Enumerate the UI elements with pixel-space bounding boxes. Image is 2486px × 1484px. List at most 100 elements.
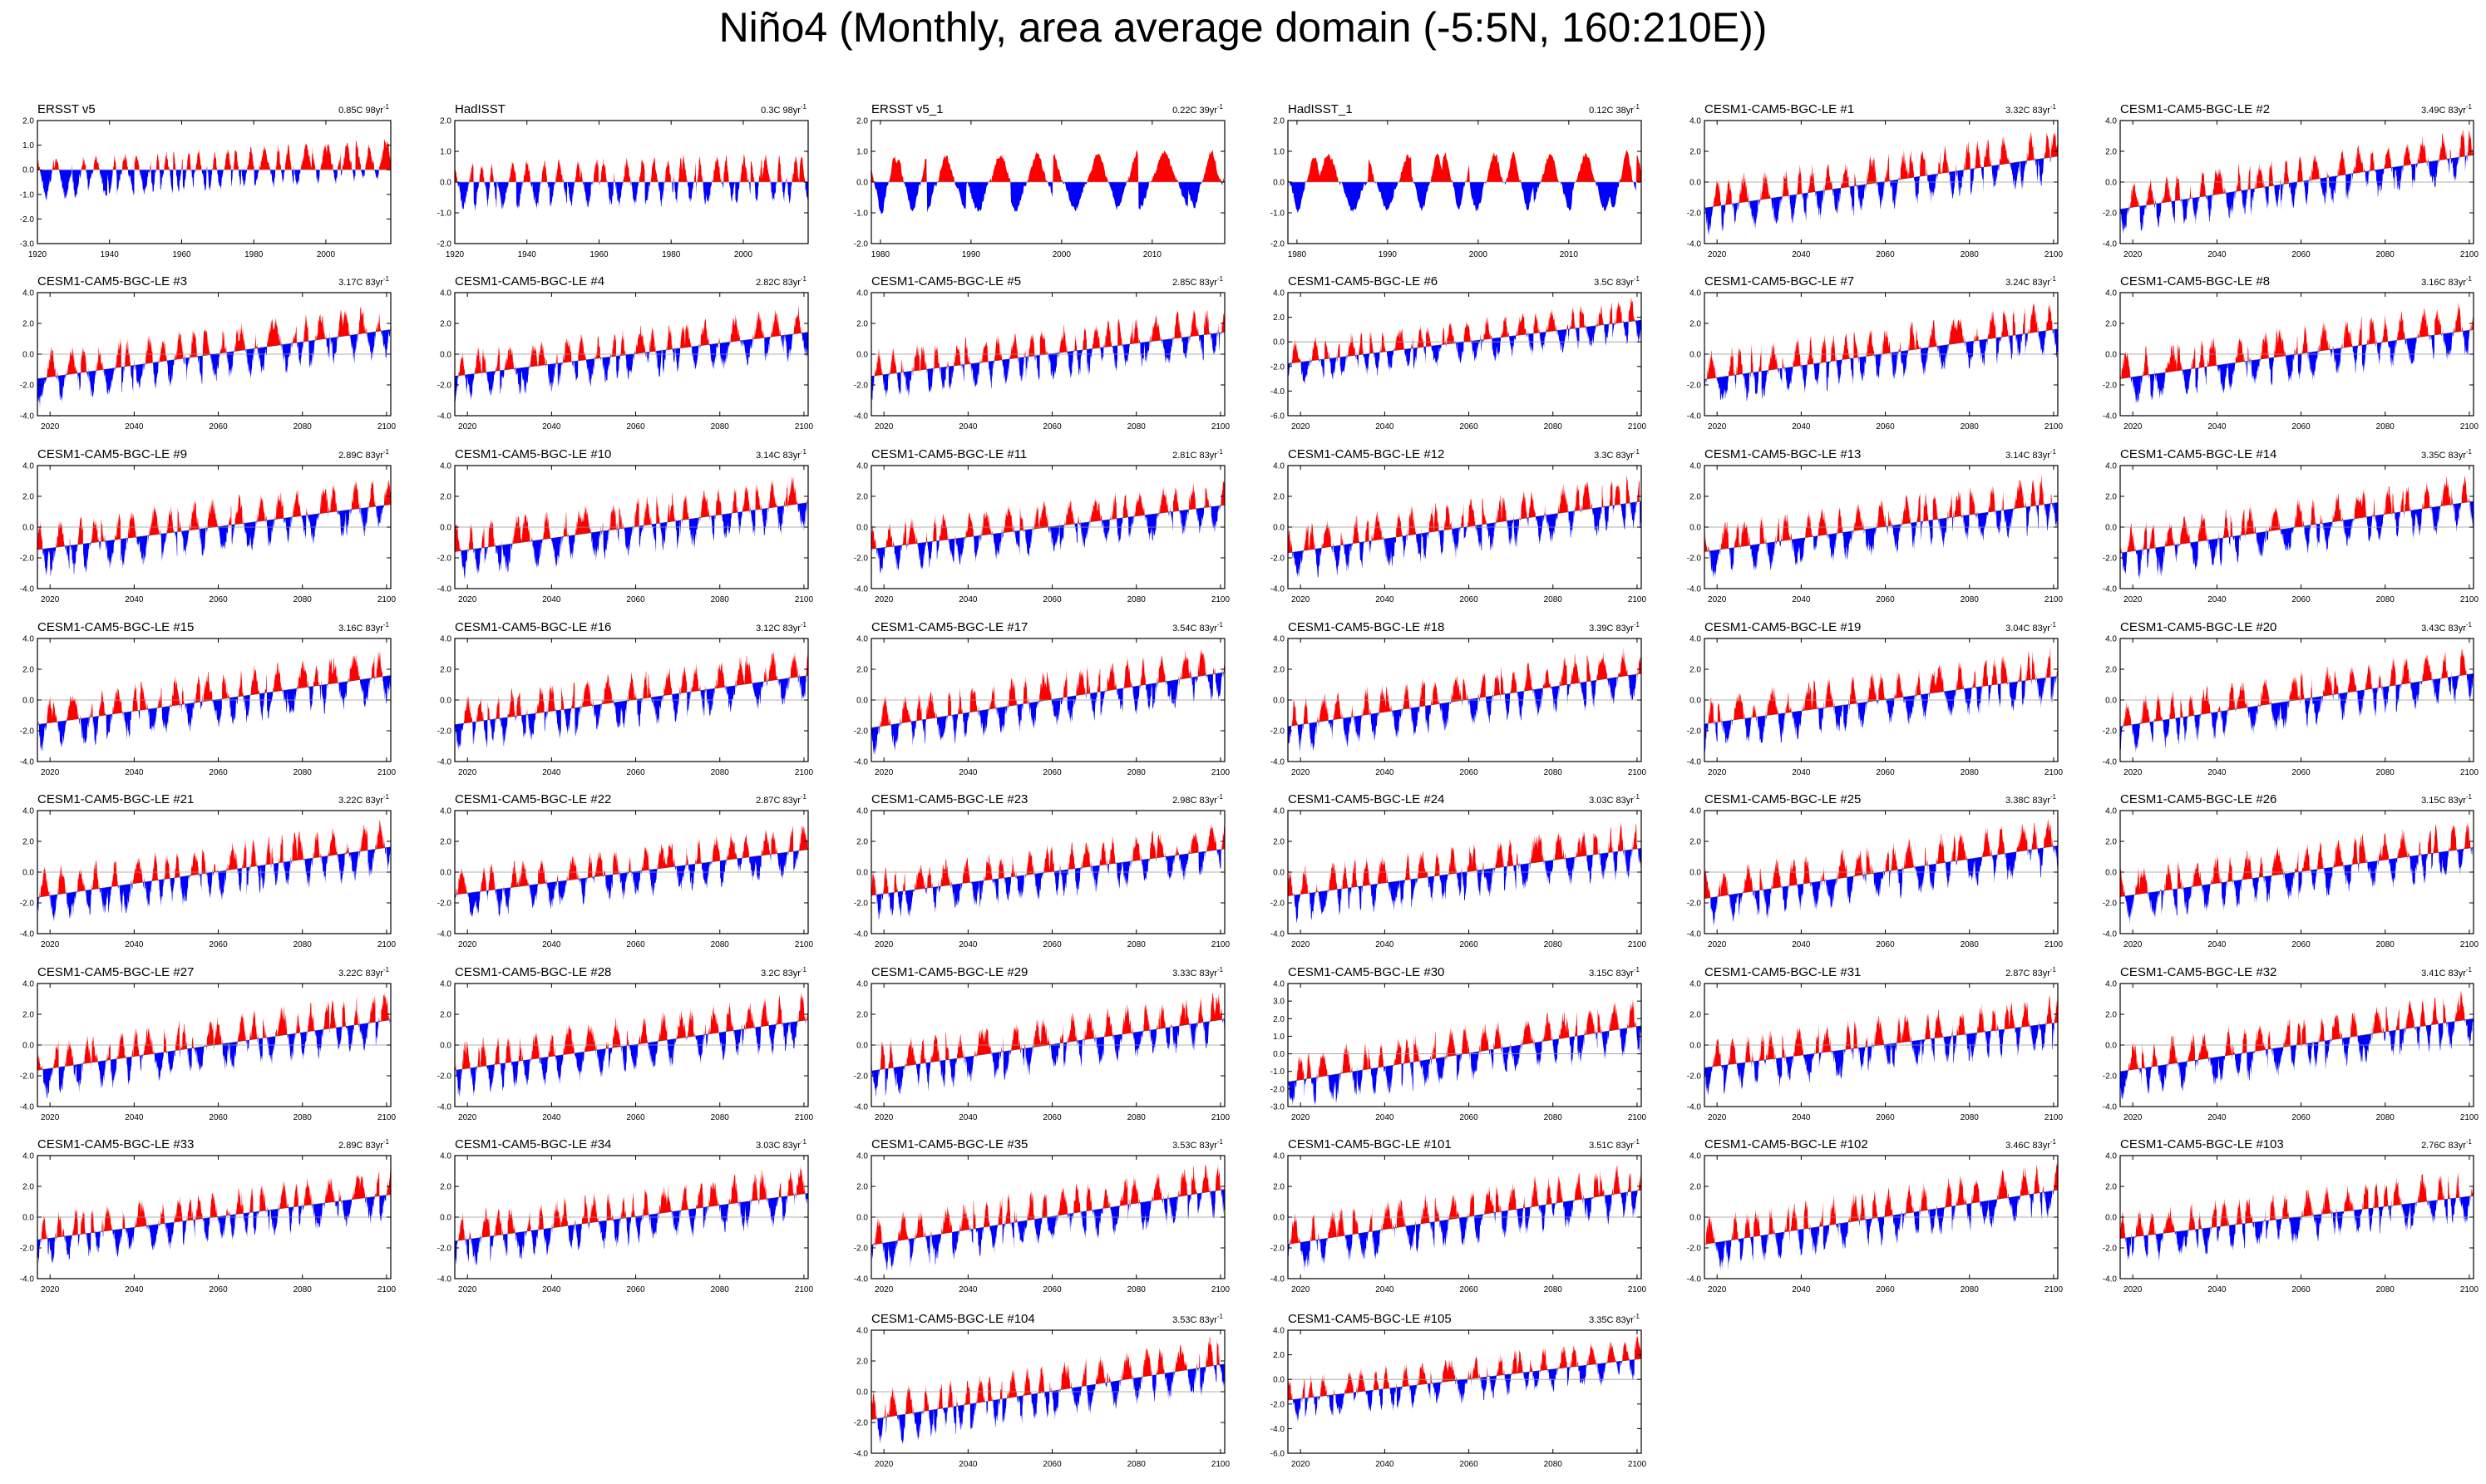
positive-anomaly-area xyxy=(2120,475,2470,554)
panel: -4.0 -2.0 0.0 2.0 4.0 2020 2040 2060 2080 2100 CES… xyxy=(1270,1137,1647,1294)
x-tick-label: 2100 xyxy=(377,422,397,431)
x-tick-label: 1980 xyxy=(662,250,681,259)
panel: -4.0 -2.0 0.0 2.0 4.0 2020 2040 2060 2080 2100 CES… xyxy=(20,274,397,431)
y-tick-label: 4.0 xyxy=(22,635,34,644)
x-tick-label: 2020 xyxy=(1291,595,1310,604)
panel-title: HadISST_1 xyxy=(1288,102,1353,116)
panel-trend-label: 0.12C 38yr-1 xyxy=(1589,103,1640,116)
y-tick-label: -2.0 xyxy=(1270,1245,1285,1254)
y-tick-label: -1.0 xyxy=(1270,1067,1285,1077)
x-tick-label: 2010 xyxy=(1560,250,1579,259)
panel-title: CESM1-CAM5-BGC-LE #22 xyxy=(455,792,611,806)
panel-trend-label: 3.5C 83yr-1 xyxy=(1594,275,1640,288)
y-tick-label: 4.0 xyxy=(440,462,451,471)
y-tick-label: 0.0 xyxy=(440,351,451,360)
negative-anomaly-area xyxy=(2120,1018,2474,1101)
y-tick-label: -6.0 xyxy=(1270,412,1285,422)
panel: -4.0 -2.0 0.0 2.0 4.0 2020 2040 2060 2080 2100 CES… xyxy=(2103,620,2479,777)
trend-superscript: -1 xyxy=(1217,966,1224,974)
negative-anomaly-area xyxy=(37,836,391,922)
positive-anomaly-area xyxy=(1288,150,1641,192)
y-tick-label: 2.0 xyxy=(22,493,34,502)
x-tick-label: 2020 xyxy=(2123,1113,2143,1122)
x-tick-label: 2040 xyxy=(125,1285,144,1294)
y-tick-label: 2.0 xyxy=(22,117,34,126)
x-tick-label: 2060 xyxy=(1459,1285,1478,1294)
y-tick-label: 4.0 xyxy=(22,1152,34,1161)
x-tick-label: 2080 xyxy=(1544,1460,1563,1469)
y-tick-label: -1.0 xyxy=(1270,210,1285,219)
y-tick-label: -4.0 xyxy=(20,1275,35,1284)
trend-line xyxy=(37,329,392,379)
panel-trend-label: 2.98C 83yr-1 xyxy=(1172,793,1223,806)
trend-superscript: -1 xyxy=(801,448,807,456)
panel-trend-label: 0.22C 39yr-1 xyxy=(1172,103,1223,116)
x-tick-label: 2040 xyxy=(1375,1113,1394,1122)
panel: -4.0 -2.0 0.0 2.0 4.0 2020 2040 2060 2080 2100 CES… xyxy=(20,1137,397,1294)
trend-line xyxy=(871,332,1226,377)
y-tick-label: -4.0 xyxy=(1687,930,1702,939)
y-tick-label: 4.0 xyxy=(1689,1152,1701,1161)
x-tick-label: 2020 xyxy=(875,940,894,949)
panel-title: CESM1-CAM5-BGC-LE #6 xyxy=(1288,274,1438,288)
panel-title: CESM1-CAM5-BGC-LE #102 xyxy=(1704,1137,1868,1151)
y-tick-label: 4.0 xyxy=(2105,635,2117,644)
x-tick-label: 2040 xyxy=(2207,768,2227,777)
x-tick-label: 2040 xyxy=(1375,422,1394,431)
panel: -4.0 -2.0 0.0 2.0 4.0 2020 2040 2060 2080 2100 CES… xyxy=(1687,965,2064,1122)
negative-anomaly-area xyxy=(2124,841,2474,925)
x-tick-label: 2080 xyxy=(2376,422,2395,431)
y-tick-label: 4.0 xyxy=(22,807,34,816)
y-tick-label: 4.0 xyxy=(1689,807,1701,816)
x-tick-label: 2040 xyxy=(959,1113,978,1122)
x-tick-label: 2080 xyxy=(1127,422,1147,431)
y-tick-label: 3.0 xyxy=(1273,998,1285,1007)
x-tick-label: 2020 xyxy=(1708,595,1727,604)
y-tick-label: 0.0 xyxy=(856,697,868,706)
x-tick-label: 2080 xyxy=(711,940,730,949)
x-tick-label: 2060 xyxy=(1876,1113,1895,1122)
y-tick-label: -2.0 xyxy=(1270,1400,1285,1409)
y-tick-label: 2.0 xyxy=(22,320,34,329)
trend-superscript: -1 xyxy=(1634,1313,1640,1320)
y-tick-label: -4.0 xyxy=(2103,1275,2118,1284)
y-tick-label: 4.0 xyxy=(1273,807,1285,816)
trend-line xyxy=(1287,319,1642,364)
x-tick-label: 2060 xyxy=(209,940,228,949)
trend-superscript: -1 xyxy=(1634,966,1640,974)
x-tick-label: 2080 xyxy=(293,595,313,604)
trend-superscript: -1 xyxy=(1217,621,1224,629)
panel: -4.0 -2.0 0.0 2.0 4.0 2020 2040 2060 2080 2100 CES… xyxy=(437,965,814,1122)
x-tick-label: 2060 xyxy=(1459,940,1478,949)
panel: -4.0 -2.0 0.0 2.0 4.0 2020 2040 2060 2080 2100 CES… xyxy=(1270,620,1647,777)
negative-anomaly-area xyxy=(2125,1193,2471,1262)
panel: -4.0 -2.0 0.0 2.0 4.0 2020 2040 2060 2080 2100 CES… xyxy=(2103,274,2479,431)
x-tick-label: 2100 xyxy=(795,422,814,431)
panel-trend-label: 3.14C 83yr-1 xyxy=(2005,448,2056,461)
trend-line xyxy=(37,1194,392,1240)
panel-title: CESM1-CAM5-BGC-LE #5 xyxy=(871,274,1021,288)
y-tick-label: -4.0 xyxy=(1270,387,1285,397)
positive-anomaly-area xyxy=(871,150,1225,209)
panel-title: CESM1-CAM5-BGC-LE #103 xyxy=(2120,1137,2284,1151)
positive-anomaly-area xyxy=(871,993,1222,1075)
panel-title: CESM1-CAM5-BGC-LE #101 xyxy=(1288,1137,1452,1151)
panel-trend-label: 3.15C 83yr-1 xyxy=(1589,966,1640,979)
x-tick-label: 2080 xyxy=(1961,250,1980,259)
y-tick-label: 4.0 xyxy=(440,289,451,298)
y-tick-label: -4.0 xyxy=(1270,1275,1285,1284)
y-tick-label: -4.0 xyxy=(1687,1275,1702,1284)
y-tick-label: -2.0 xyxy=(1687,1072,1702,1082)
x-tick-label: 2060 xyxy=(626,768,645,777)
negative-anomaly-area xyxy=(39,154,379,202)
negative-anomaly-area xyxy=(1704,1017,2054,1097)
negative-anomaly-area xyxy=(1704,157,2051,238)
y-tick-label: -2.0 xyxy=(437,727,452,737)
y-tick-label: -2.0 xyxy=(1270,900,1285,909)
panel: -4.0 -2.0 0.0 2.0 4.0 2020 2040 2060 2080 2100 CES… xyxy=(854,965,1231,1122)
y-tick-label: 0.0 xyxy=(856,1388,868,1398)
x-tick-label: 2020 xyxy=(458,595,477,604)
y-tick-label: -2.0 xyxy=(437,900,452,909)
y-tick-label: 4.0 xyxy=(22,980,34,989)
y-tick-label: -2.0 xyxy=(437,1072,452,1082)
